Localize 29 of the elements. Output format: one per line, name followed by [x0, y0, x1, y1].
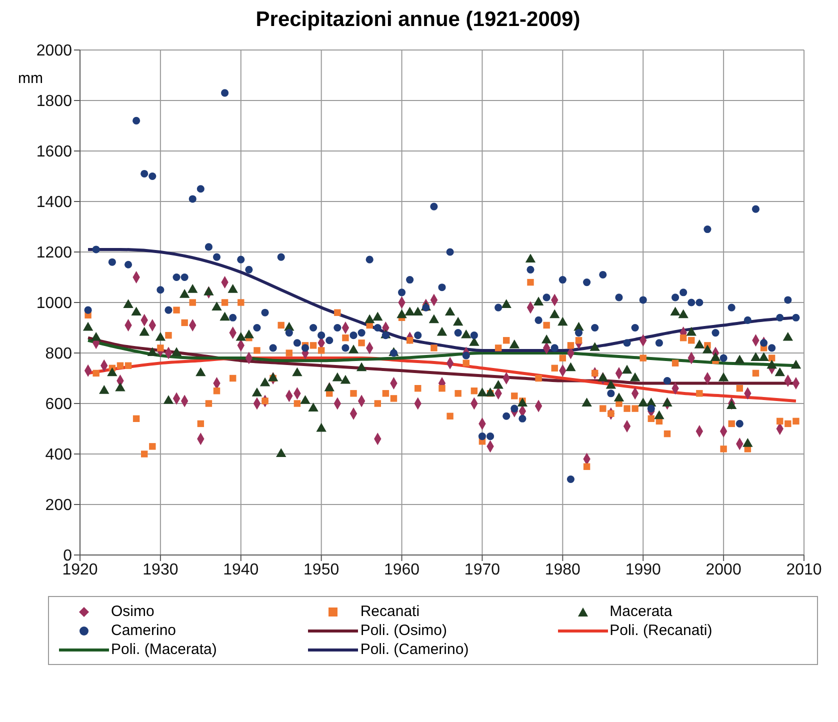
x-tick-label: 2000	[706, 561, 742, 578]
x-tick-label: 1970	[464, 561, 500, 578]
y-tick-label: 200	[45, 497, 72, 514]
y-tick-label: 1800	[36, 93, 72, 110]
legend-label: Macerata	[610, 603, 672, 620]
y-tick-label: 1600	[36, 144, 72, 161]
x-tick-label: 1930	[142, 561, 178, 578]
x-tick-label: 1960	[384, 561, 420, 578]
x-tick-label: 1980	[544, 561, 581, 578]
chart-title: Precipitazioni annue (1921-2009)	[254, 8, 582, 32]
y-tick-label: 400	[45, 446, 72, 464]
y-tick-label: 800	[45, 346, 72, 363]
y-tick-label: 1400	[36, 194, 72, 212]
legend-label: Poli. (Recanati)	[610, 622, 712, 639]
x-tick-label: 2010	[786, 561, 822, 578]
legend-label: Camerino	[111, 622, 176, 639]
legend-label: Poli. (Osimo)	[360, 622, 448, 639]
legend-label: Poli. (Camerino)	[360, 641, 469, 658]
x-tick-label: 1950	[304, 561, 340, 578]
y-tick-label: 1200	[36, 244, 72, 262]
x-tick-label: 1990	[625, 561, 662, 578]
x-tick-label: 1940	[223, 561, 259, 578]
y-tick-label: 1000	[36, 295, 72, 312]
y-axis-title: mm	[18, 70, 43, 87]
y-tick-label: 2000	[36, 42, 72, 60]
legend-label: Poli. (Macerata)	[111, 641, 217, 658]
legend-label: Osimo	[111, 603, 154, 620]
y-tick-label: 600	[45, 396, 72, 414]
legend-label: Recanati	[360, 603, 420, 620]
